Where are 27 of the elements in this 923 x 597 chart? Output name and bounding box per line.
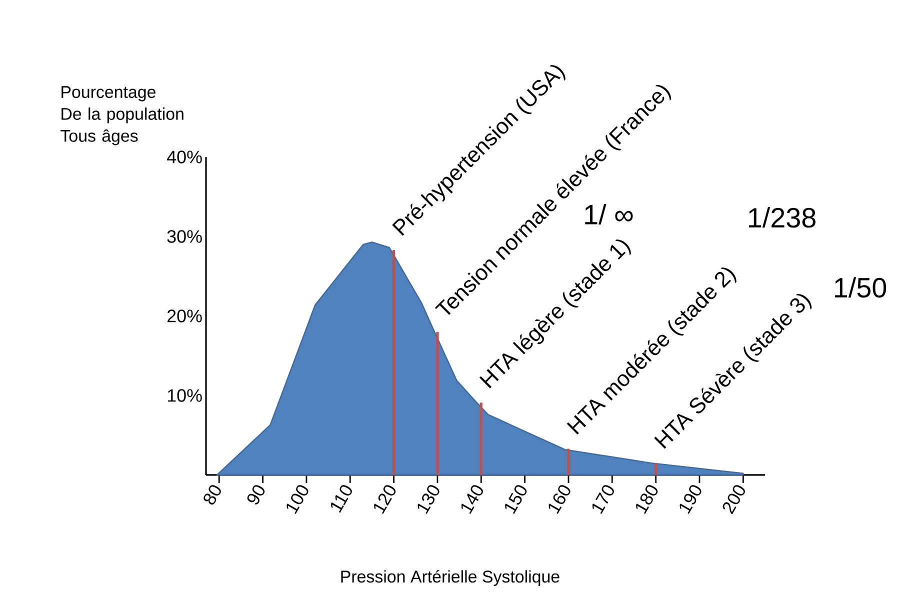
x-tick-label: 200 bbox=[722, 485, 745, 514]
x-tick-label: 190 bbox=[680, 485, 702, 514]
x-tick-label: 170 bbox=[592, 485, 614, 514]
annotation: 1/238 bbox=[749, 207, 816, 228]
x-tick-label: 120 bbox=[374, 485, 396, 514]
x-tick-label: 150 bbox=[505, 485, 527, 514]
x-tick-label: 160 bbox=[548, 485, 570, 514]
x-axis-title: Pression Artérielle Systolique bbox=[341, 570, 560, 586]
bar bbox=[392, 250, 396, 475]
x-tick-label: 140 bbox=[461, 485, 483, 514]
x-tick-label: 80 bbox=[204, 485, 221, 505]
y-tick-label: 40% bbox=[167, 150, 202, 164]
bar bbox=[654, 463, 658, 475]
x-tick-label: 110 bbox=[331, 485, 352, 513]
x-tick-label: 180 bbox=[636, 485, 658, 514]
x-tick-label: 130 bbox=[418, 485, 440, 514]
bar bbox=[436, 332, 439, 475]
bar bbox=[567, 448, 570, 475]
text: 1/50 bbox=[835, 277, 886, 298]
y-tick-label: 30% bbox=[167, 230, 202, 243]
y-tick-label: 20% bbox=[168, 310, 202, 322]
y-tick-label: 10% bbox=[168, 389, 202, 402]
bar bbox=[480, 402, 482, 475]
x-tick-label: 90 bbox=[247, 485, 265, 504]
x-tick-label: 100 bbox=[286, 485, 308, 514]
y-axis-title: Pourcentage De la population Tous âges bbox=[60, 86, 184, 146]
annotation: 1/ ∞ bbox=[585, 204, 633, 224]
